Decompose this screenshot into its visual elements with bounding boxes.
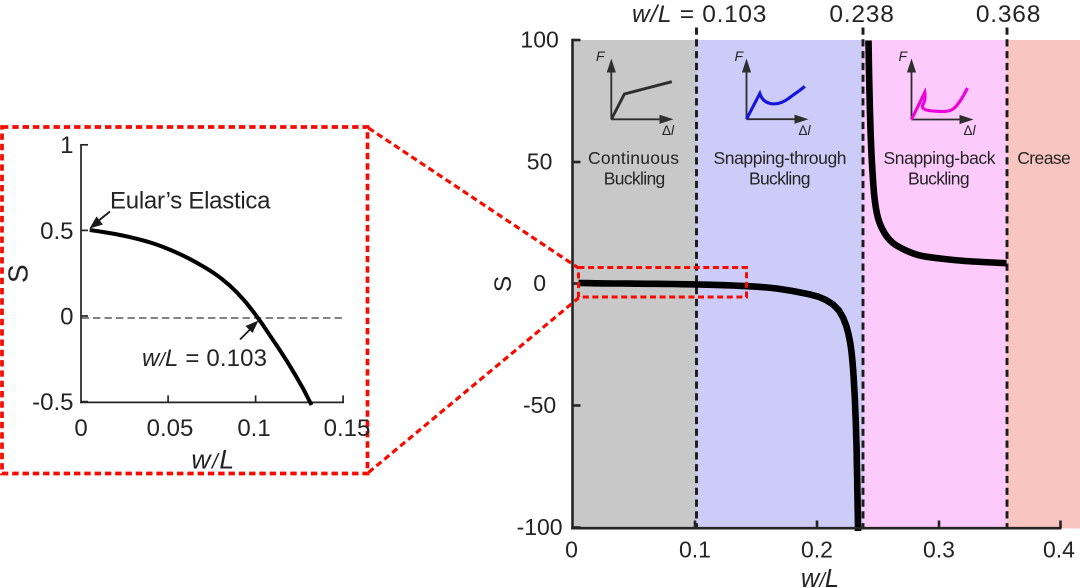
svg-text:0.1: 0.1 bbox=[237, 415, 270, 442]
svg-text:w/L: w/L bbox=[191, 445, 235, 475]
svg-text:w/L = 0.103: w/L = 0.103 bbox=[142, 345, 267, 372]
svg-text:Eular’s Elastica: Eular’s Elastica bbox=[110, 188, 271, 215]
svg-text:0.1: 0.1 bbox=[679, 537, 711, 563]
svg-text:S: S bbox=[490, 276, 517, 292]
svg-text:Snapping-back: Snapping-back bbox=[884, 148, 996, 168]
svg-text:Continuous: Continuous bbox=[588, 148, 679, 168]
svg-text:100: 100 bbox=[520, 27, 558, 53]
svg-text:F: F bbox=[735, 48, 745, 64]
svg-text:0: 0 bbox=[60, 304, 73, 331]
svg-text:0.5: 0.5 bbox=[40, 218, 73, 245]
svg-text:Δl: Δl bbox=[662, 123, 675, 138]
svg-text:0.368: 0.368 bbox=[976, 1, 1041, 28]
svg-text:0: 0 bbox=[565, 537, 578, 563]
svg-text:-100: -100 bbox=[517, 514, 563, 540]
svg-text:F: F bbox=[596, 48, 606, 64]
svg-text:w/L: w/L bbox=[801, 565, 839, 588]
svg-text:0.3: 0.3 bbox=[923, 537, 955, 563]
svg-text:Crease: Crease bbox=[1017, 148, 1071, 168]
svg-text:0.05: 0.05 bbox=[147, 415, 194, 442]
svg-text:Buckling: Buckling bbox=[908, 169, 970, 189]
svg-text:Δl: Δl bbox=[964, 123, 977, 138]
svg-text:-50: -50 bbox=[523, 392, 556, 418]
svg-text:S: S bbox=[3, 264, 34, 283]
svg-text:1: 1 bbox=[60, 132, 73, 159]
svg-text:0.4: 0.4 bbox=[1043, 537, 1075, 563]
svg-text:0.2: 0.2 bbox=[801, 537, 833, 563]
svg-text:-0.5: -0.5 bbox=[32, 389, 73, 416]
svg-text:w/L = 0.103: w/L = 0.103 bbox=[632, 1, 767, 28]
svg-text:Buckling: Buckling bbox=[749, 169, 811, 189]
svg-text:0: 0 bbox=[533, 270, 546, 296]
svg-text:0: 0 bbox=[74, 415, 87, 442]
svg-text:0.238: 0.238 bbox=[829, 1, 894, 28]
svg-text:F: F bbox=[899, 48, 909, 64]
svg-text:Buckling: Buckling bbox=[604, 169, 666, 189]
svg-text:0.15: 0.15 bbox=[324, 415, 371, 442]
svg-text:Δl: Δl bbox=[799, 123, 812, 138]
svg-text:50: 50 bbox=[527, 149, 553, 175]
svg-text:Snapping-through: Snapping-through bbox=[714, 148, 847, 168]
